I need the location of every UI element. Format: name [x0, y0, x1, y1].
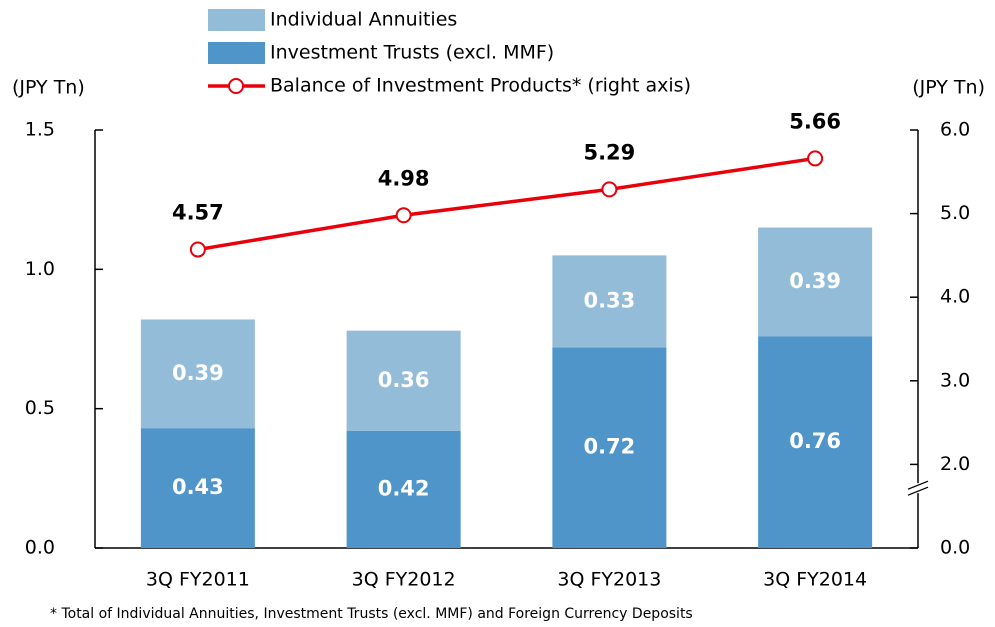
- axis-break: [907, 480, 929, 490]
- legend-label: Balance of Investment Products* (right a…: [270, 75, 691, 97]
- axis-break: [907, 486, 929, 496]
- y-tick-label: 0.5: [25, 397, 55, 419]
- y2-tick-label: 4.0: [940, 286, 970, 308]
- bar: [140, 319, 255, 429]
- axis-break-gap: [912, 483, 924, 494]
- legend-label: Individual Annuities: [270, 9, 457, 31]
- y-tick-label: 1.0: [25, 258, 55, 280]
- y-tick-label: 1.5: [25, 119, 55, 141]
- y2-tick-label: 3.0: [940, 369, 970, 391]
- y2-axis-label: (JPY Tn): [912, 77, 985, 99]
- y-tick-label: 0.0: [25, 537, 55, 559]
- line-value-label: 4.57: [172, 201, 224, 225]
- y2-tick-label: 0.0: [940, 537, 970, 559]
- x-tick-label: 3Q FY2013: [557, 569, 661, 591]
- line-marker: [189, 241, 206, 258]
- bar-value-label: 0.39: [172, 361, 224, 385]
- line-value-label: 5.66: [789, 109, 841, 133]
- bar: [346, 430, 461, 548]
- bar: [140, 428, 255, 548]
- bar-value-label: 0.36: [378, 368, 430, 392]
- bar-value-label: 0.72: [583, 435, 635, 459]
- footnote: * Total of Individual Annuities, Investm…: [50, 606, 693, 622]
- line-marker: [395, 207, 412, 224]
- bar-value-label: 0.33: [583, 288, 635, 312]
- bar-value-label: 0.43: [172, 475, 224, 499]
- line: [197, 156, 816, 252]
- line-marker: [807, 150, 824, 167]
- y-axis-label: (JPY Tn): [12, 77, 85, 99]
- y2-tick-label: 6.0: [940, 119, 970, 141]
- y2-tick-label: 5.0: [940, 202, 970, 224]
- line-value-label: 4.98: [378, 166, 430, 190]
- line-value-label: 5.29: [583, 140, 635, 164]
- bar-value-label: 0.42: [378, 476, 430, 500]
- bar-value-label: 0.76: [789, 429, 841, 453]
- legend-label: Investment Trusts (excl. MMF): [270, 42, 554, 64]
- x-tick-label: 3Q FY2011: [146, 569, 250, 591]
- x-tick-label: 3Q FY2012: [352, 569, 456, 591]
- y2-tick-label: 2.0: [940, 453, 970, 475]
- bar: [758, 227, 873, 337]
- legend-swatch: [208, 42, 265, 64]
- bar: [758, 336, 873, 548]
- bar: [552, 347, 667, 548]
- bar: [346, 330, 461, 431]
- bar-value-label: 0.39: [789, 269, 841, 293]
- legend-swatch: [208, 9, 265, 31]
- legend-marker: [228, 78, 244, 94]
- bar: [552, 255, 667, 348]
- x-tick-label: 3Q FY2014: [763, 569, 867, 591]
- line-marker: [601, 181, 618, 198]
